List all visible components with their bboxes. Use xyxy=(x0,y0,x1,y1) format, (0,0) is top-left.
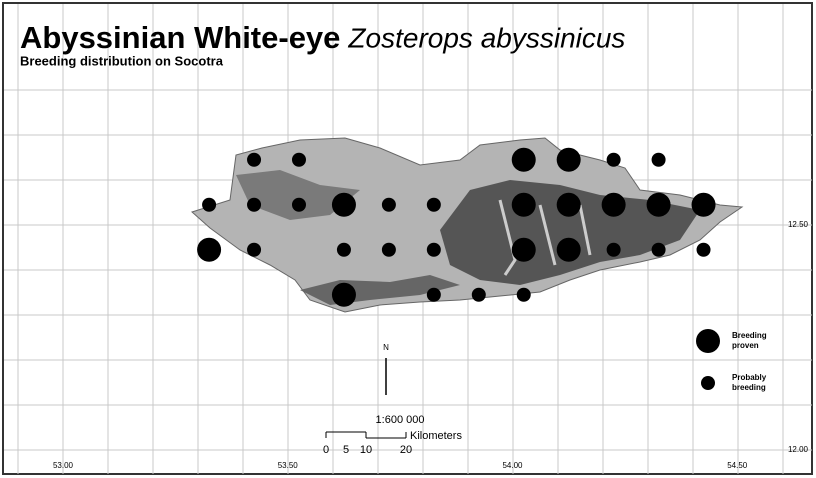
title: Abyssinian White-eye xyxy=(20,20,340,55)
record-dot xyxy=(202,197,217,212)
record-dot xyxy=(651,152,666,167)
record-dot xyxy=(291,152,306,167)
record-dot xyxy=(426,242,441,257)
record-dot xyxy=(247,242,262,257)
record-dot xyxy=(511,147,536,172)
record-dot xyxy=(426,197,441,212)
scale-tick: 20 xyxy=(400,444,412,456)
record-dot xyxy=(556,192,581,217)
legend-label-line: breeding xyxy=(732,383,766,392)
record-dot xyxy=(247,197,262,212)
mountains xyxy=(236,170,360,220)
species-name: Zosterops abyssinicus xyxy=(347,22,625,53)
legend-label-line: Breeding xyxy=(732,331,767,340)
scale-ratio: 1:600 000 xyxy=(376,414,425,426)
scale-tick: 10 xyxy=(360,444,372,456)
record-dot xyxy=(606,152,621,167)
record-dot xyxy=(556,237,581,262)
record-dot xyxy=(691,192,716,217)
record-dot xyxy=(511,192,536,217)
legend-label-line: proven xyxy=(732,341,759,350)
y-tick-label: 12.50 xyxy=(788,220,809,229)
record-dot xyxy=(197,237,222,262)
legend-symbol xyxy=(701,376,715,390)
mountains xyxy=(440,180,700,285)
record-dot xyxy=(651,242,666,257)
north-label: N xyxy=(383,343,389,352)
x-tick-label: 53.50 xyxy=(278,461,299,470)
record-dot xyxy=(606,242,621,257)
record-dot xyxy=(381,197,396,212)
record-dot xyxy=(471,287,486,302)
x-tick-label: 54.00 xyxy=(502,461,523,470)
record-dot xyxy=(556,147,581,172)
legend-label: Breeding proven xyxy=(732,331,767,350)
north-arrow: N xyxy=(383,343,389,395)
record-dot xyxy=(331,282,356,307)
scale-tick: 0 xyxy=(323,444,329,456)
legend-label: Probably breeding xyxy=(732,373,767,392)
scale-unit: Kilometers xyxy=(410,430,462,442)
x-tick-label: 54.50 xyxy=(727,461,748,470)
record-dot xyxy=(426,287,441,302)
record-dot xyxy=(646,192,671,217)
record-dot xyxy=(336,242,351,257)
record-dot xyxy=(381,242,396,257)
x-tick-label: 53.00 xyxy=(53,461,74,470)
record-dot xyxy=(601,192,626,217)
y-tick-label: 12.00 xyxy=(788,445,809,454)
record-dot xyxy=(511,237,536,262)
wadi xyxy=(498,199,592,276)
scale-bar xyxy=(325,431,407,439)
record-dot xyxy=(247,152,262,167)
legend-symbol xyxy=(696,329,720,353)
record-dot xyxy=(516,287,531,302)
subtitle: Breeding distribution on Socotra xyxy=(20,53,224,68)
record-dot xyxy=(291,197,306,212)
scale-tick: 5 xyxy=(343,444,349,456)
record-dot xyxy=(696,242,711,257)
record-dot xyxy=(331,192,356,217)
legend-label-line: Probably xyxy=(732,373,767,382)
